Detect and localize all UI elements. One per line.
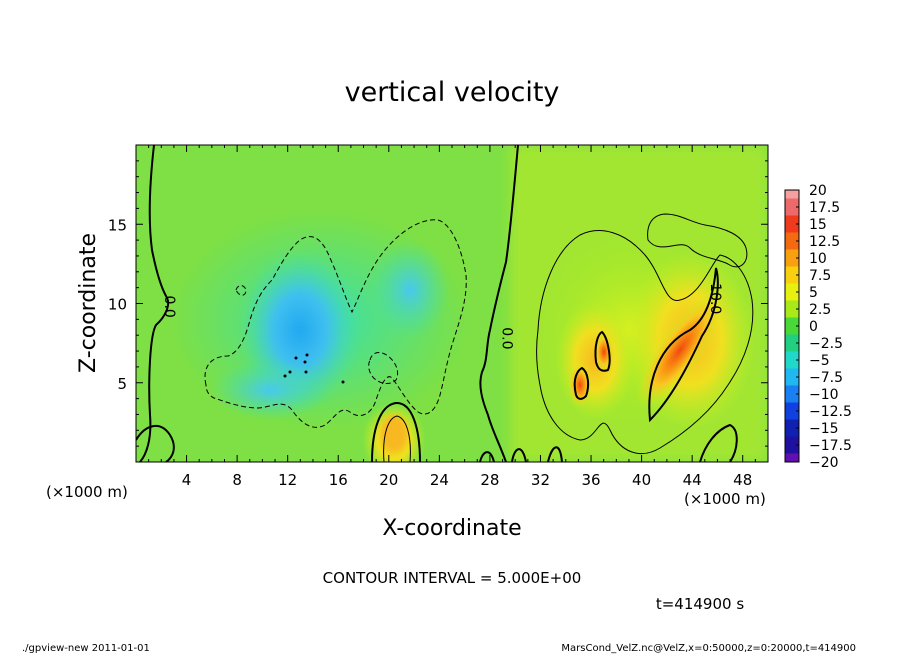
x-tick-label: 32 <box>531 471 550 489</box>
x-unit-right: (×1000 m) <box>684 490 766 508</box>
velocity-field <box>136 145 768 462</box>
y-tick-label: 15 <box>108 216 127 234</box>
contour-interval: CONTOUR INTERVAL = 5.000E+00 <box>323 569 582 587</box>
downdraft-dot <box>303 360 307 364</box>
colorbar-swatch <box>785 300 799 318</box>
zero-contour-x35-core <box>573 366 590 400</box>
colorbar-swatch <box>785 453 799 462</box>
downdraft-dot <box>305 353 309 357</box>
x-tick-label: 40 <box>632 471 651 489</box>
contour-label: 0.0 <box>499 327 515 349</box>
colorbar-swatch <box>785 317 799 335</box>
x-tick-label: 8 <box>232 471 242 489</box>
colorbar-label: 12.5 <box>809 234 840 250</box>
downdraft-dot <box>288 370 292 374</box>
colorbar-label: 17.5 <box>809 200 840 216</box>
downdraft-lobe <box>370 240 450 340</box>
colorbar-label: −15 <box>809 421 839 437</box>
x-tick-label: 16 <box>329 471 348 489</box>
colorbar-swatch <box>785 368 799 386</box>
footer-left: ./gpview-new 2011-01-01 <box>22 643 150 654</box>
colorbar-swatch <box>785 198 799 216</box>
colorbar-label: 2.5 <box>809 302 831 318</box>
colorbar-swatch <box>785 283 799 301</box>
y-tick-label: 5 <box>117 375 127 393</box>
y-axis-label: Z-coordinate <box>76 233 101 373</box>
colorbar-swatch <box>785 232 799 250</box>
colorbar-swatch <box>785 334 799 352</box>
zero-contour-x30 <box>479 145 519 462</box>
x-unit-left: (×1000 m) <box>46 483 128 501</box>
zero-contour-bottom-x34 <box>547 446 563 462</box>
x-tick-label: 28 <box>480 471 499 489</box>
x-axis: 4 8 12 16 20 24 28 32 36 40 44 48 <box>148 145 756 489</box>
colorbar-swatch <box>785 190 799 199</box>
colorbar-label: −10 <box>809 387 839 403</box>
colorbar-label: −2.5 <box>809 336 843 352</box>
chart-title: vertical velocity <box>345 77 560 108</box>
y-axis: 5 10 15 <box>108 160 768 447</box>
zero-contour-bottom-left <box>136 425 175 462</box>
negative-contour-inner <box>368 352 399 384</box>
zero-contour-x20-dome <box>371 401 421 462</box>
colorbar-swatch <box>785 351 799 369</box>
zero-contour-left <box>139 145 170 462</box>
updraft-x44-core <box>635 291 725 409</box>
colorbar-label: 7.5 <box>809 268 831 284</box>
x-axis-label: X-coordinate <box>382 516 521 541</box>
colorbar-label: 20 <box>809 183 827 199</box>
colorbar-swatch <box>785 215 799 233</box>
colorbar: 2017.51512.5107.552.50−2.5−5−7.5−10−12.5… <box>784 183 852 471</box>
updraft-x20-core <box>381 415 407 451</box>
colorbar-label: −20 <box>809 455 839 471</box>
colorbar-swatch <box>785 385 799 403</box>
contour-label: 0.0 <box>161 296 177 318</box>
downdraft-dot <box>283 374 287 378</box>
contour-label: 10.0 <box>707 283 723 314</box>
colorbar-swatch <box>785 419 799 437</box>
x-tick-label: 12 <box>278 471 297 489</box>
colorbar-swatch <box>785 402 799 420</box>
positive-contour-top-right <box>647 213 748 268</box>
x-tick-label: 48 <box>733 471 752 489</box>
x-tick-label: 44 <box>683 471 702 489</box>
x-tick-label: 4 <box>182 471 192 489</box>
time-label: t=414900 s <box>656 595 744 613</box>
colorbar-label: −12.5 <box>809 404 852 420</box>
zero-contour-x37-core <box>594 330 611 372</box>
colorbar-swatch <box>785 436 799 454</box>
y-tick-label: 10 <box>108 296 127 314</box>
positive-contour-right <box>536 230 754 455</box>
colorbar-label: −5 <box>809 353 830 369</box>
contour-labels: 0.0 0.0 10.0 <box>161 283 723 349</box>
colorbar-label: 15 <box>809 217 827 233</box>
downdraft-dot <box>304 370 308 374</box>
colorbar-label: −17.5 <box>809 438 852 454</box>
zero-contour-bottom-x28 <box>479 451 495 462</box>
colorbar-label: 0 <box>809 319 818 335</box>
colorbar-label: 5 <box>809 285 818 301</box>
downdraft-low <box>210 360 330 420</box>
zero-contour-bottom-x31 <box>511 448 527 462</box>
colorbar-label: −7.5 <box>809 370 843 386</box>
x-tick-label: 36 <box>581 471 600 489</box>
x-tick-label: 20 <box>379 471 398 489</box>
negative-contour-small <box>235 285 247 296</box>
downdraft-dot <box>341 380 345 384</box>
downdraft-dot <box>294 356 298 360</box>
zero-contour-x40-core <box>648 267 719 423</box>
negative-contour-main <box>204 219 467 428</box>
colorbar-swatch <box>785 266 799 284</box>
x-tick-label: 24 <box>430 471 449 489</box>
positive-contour-x20 <box>383 415 411 462</box>
colorbar-swatch <box>785 249 799 267</box>
zero-contour-bottom-x42 <box>699 423 738 462</box>
colorbar-label: 10 <box>809 251 827 267</box>
footer-right: MarsCond_VelZ.nc@VelZ,x=0:50000,z=0:2000… <box>561 643 856 654</box>
